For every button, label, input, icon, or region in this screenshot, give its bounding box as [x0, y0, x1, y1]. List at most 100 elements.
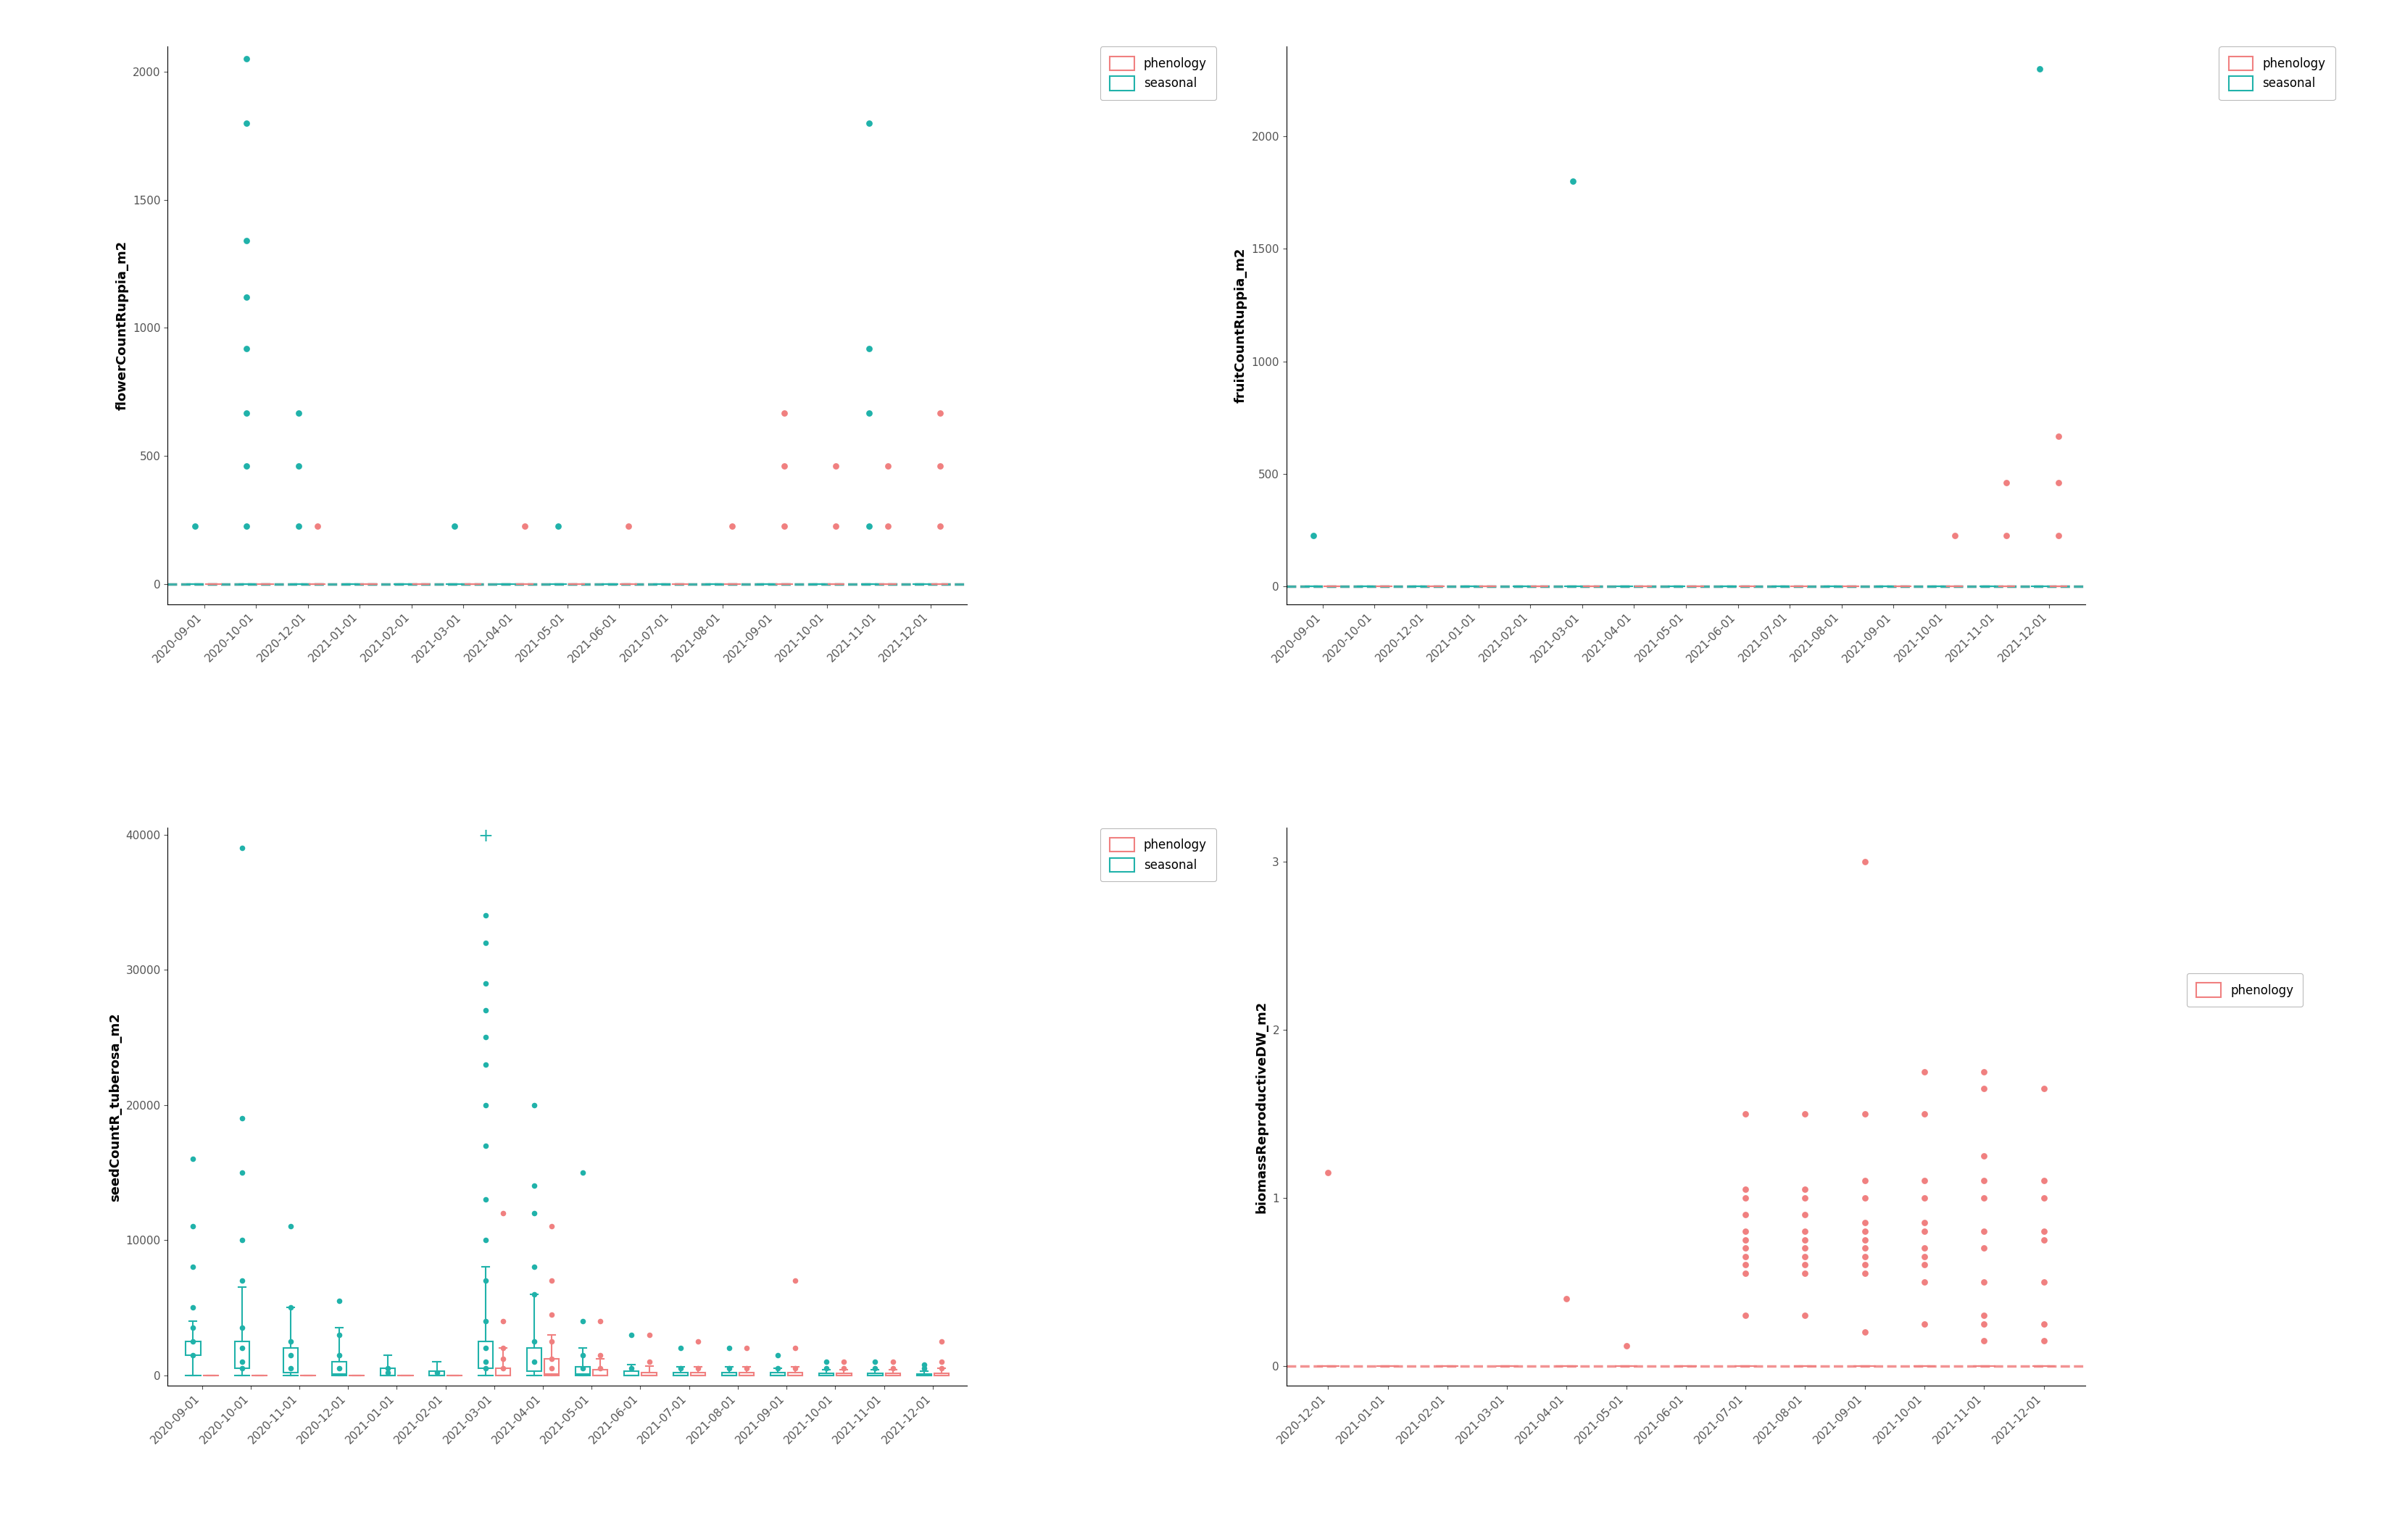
Point [873, 1357, 911, 1381]
Point [856, 1349, 894, 1374]
Point [1786, 1261, 1824, 1286]
Point [777, 1357, 815, 1381]
Point [1906, 1269, 1944, 1294]
Point [1726, 1203, 1764, 1227]
Point [515, 1255, 554, 1280]
Point [712, 514, 750, 539]
Point [1786, 1203, 1824, 1227]
Point [856, 1357, 894, 1381]
Point [1726, 1252, 1764, 1277]
Point [175, 1343, 213, 1368]
Point [630, 1323, 669, 1348]
Point [1726, 1101, 1764, 1126]
Point [1966, 1169, 2004, 1194]
Bar [187, 1341, 201, 1355]
Point [228, 111, 266, 136]
Point [580, 1309, 618, 1334]
Point [808, 1357, 846, 1381]
Bar [642, 1372, 657, 1375]
Point [609, 514, 647, 539]
Point [2025, 1076, 2064, 1101]
Point [223, 1106, 261, 1130]
Point [223, 1160, 261, 1184]
Point [1846, 1235, 1884, 1260]
Point [580, 1357, 618, 1381]
Point [271, 1329, 309, 1354]
Point [904, 1357, 942, 1381]
Point [417, 1360, 455, 1384]
Point [2021, 57, 2059, 82]
Bar [690, 1372, 705, 1375]
Point [765, 514, 803, 539]
Point [223, 836, 261, 861]
Point [1786, 1186, 1824, 1210]
Bar [623, 1371, 640, 1375]
Point [1906, 1220, 1944, 1244]
Point [563, 1343, 602, 1368]
Point [467, 1227, 506, 1252]
Point [726, 1357, 765, 1381]
Legend: phenology, seasonal: phenology, seasonal [1100, 829, 1215, 881]
Bar [544, 1358, 559, 1374]
Point [1786, 1227, 1824, 1252]
Point [467, 904, 506, 929]
Point [515, 1349, 554, 1374]
Y-axis label: flowerCountRuppia_m2: flowerCountRuppia_m2 [115, 240, 129, 410]
Point [868, 514, 906, 539]
Bar [789, 1372, 803, 1375]
Point [228, 336, 266, 360]
Point [2025, 1227, 2064, 1252]
Point [369, 1357, 407, 1381]
Point [1906, 1186, 1944, 1210]
Y-axis label: fruitCountRuppia_m2: fruitCountRuppia_m2 [1234, 248, 1246, 403]
Point [369, 1360, 407, 1384]
Point [1786, 1244, 1824, 1269]
Point [2025, 1220, 2064, 1244]
Point [923, 1357, 961, 1381]
Point [2025, 1269, 2064, 1294]
Point [467, 1026, 506, 1050]
Point [1846, 1186, 1884, 1210]
Point [851, 514, 889, 539]
Bar [721, 1372, 736, 1375]
Point [532, 1301, 570, 1326]
Point [757, 1357, 796, 1381]
Point [851, 400, 889, 425]
Point [228, 285, 266, 310]
Point [271, 1343, 309, 1368]
Point [515, 1173, 554, 1198]
Point [1906, 1210, 1944, 1235]
Point [1906, 1252, 1944, 1277]
Point [1987, 471, 2025, 496]
Text: +: + [477, 829, 494, 845]
Point [467, 1349, 506, 1374]
Point [817, 454, 856, 479]
Legend: phenology: phenology [2186, 973, 2304, 1007]
Point [228, 46, 266, 71]
Point [726, 1335, 765, 1360]
Point [467, 1187, 506, 1212]
Point [484, 1357, 523, 1381]
Legend: phenology, seasonal: phenology, seasonal [2220, 46, 2335, 100]
Point [1294, 524, 1333, 548]
Point [532, 1214, 570, 1238]
Point [1726, 1261, 1764, 1286]
Point [1966, 1235, 2004, 1260]
Point [1846, 1227, 1884, 1252]
Point [611, 1323, 650, 1348]
Point [1846, 849, 1884, 873]
Point [484, 1335, 523, 1360]
Point [1786, 1220, 1824, 1244]
Point [904, 1352, 942, 1377]
Point [1846, 1220, 1884, 1244]
Point [228, 228, 266, 253]
Point [1786, 1177, 1824, 1201]
Point [1786, 1235, 1824, 1260]
Point [2025, 1329, 2064, 1354]
Point [630, 1349, 669, 1374]
Point [1726, 1235, 1764, 1260]
Point [515, 1201, 554, 1226]
Point [223, 1357, 261, 1381]
Bar [235, 1341, 249, 1369]
Point [757, 1343, 796, 1368]
